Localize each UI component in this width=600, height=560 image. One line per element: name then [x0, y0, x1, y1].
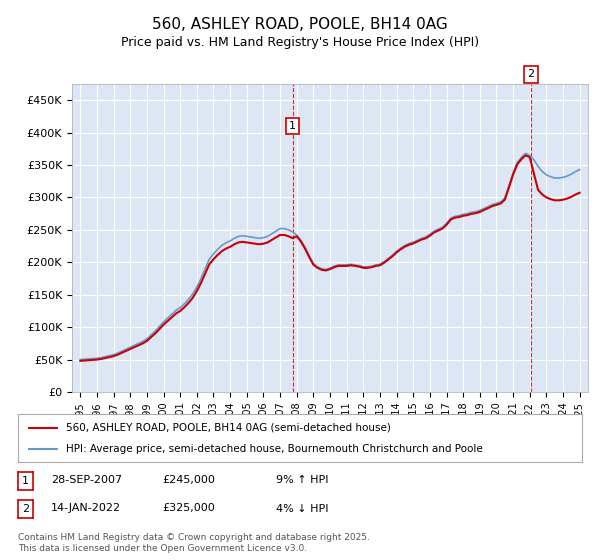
Text: 4% ↓ HPI: 4% ↓ HPI [276, 503, 329, 514]
Text: 1: 1 [22, 476, 29, 486]
Text: 9% ↑ HPI: 9% ↑ HPI [276, 475, 329, 486]
Text: Price paid vs. HM Land Registry's House Price Index (HPI): Price paid vs. HM Land Registry's House … [121, 36, 479, 49]
Text: 2: 2 [527, 69, 535, 80]
Text: Contains HM Land Registry data © Crown copyright and database right 2025.
This d: Contains HM Land Registry data © Crown c… [18, 533, 370, 553]
Text: HPI: Average price, semi-detached house, Bournemouth Christchurch and Poole: HPI: Average price, semi-detached house,… [66, 444, 482, 454]
Text: 560, ASHLEY ROAD, POOLE, BH14 0AG (semi-detached house): 560, ASHLEY ROAD, POOLE, BH14 0AG (semi-… [66, 423, 391, 433]
Text: 28-SEP-2007: 28-SEP-2007 [51, 475, 122, 486]
Text: 14-JAN-2022: 14-JAN-2022 [51, 503, 121, 514]
Text: 2: 2 [22, 504, 29, 514]
Text: 560, ASHLEY ROAD, POOLE, BH14 0AG: 560, ASHLEY ROAD, POOLE, BH14 0AG [152, 17, 448, 32]
Text: £245,000: £245,000 [162, 475, 215, 486]
Text: £325,000: £325,000 [162, 503, 215, 514]
Text: 1: 1 [289, 121, 296, 131]
